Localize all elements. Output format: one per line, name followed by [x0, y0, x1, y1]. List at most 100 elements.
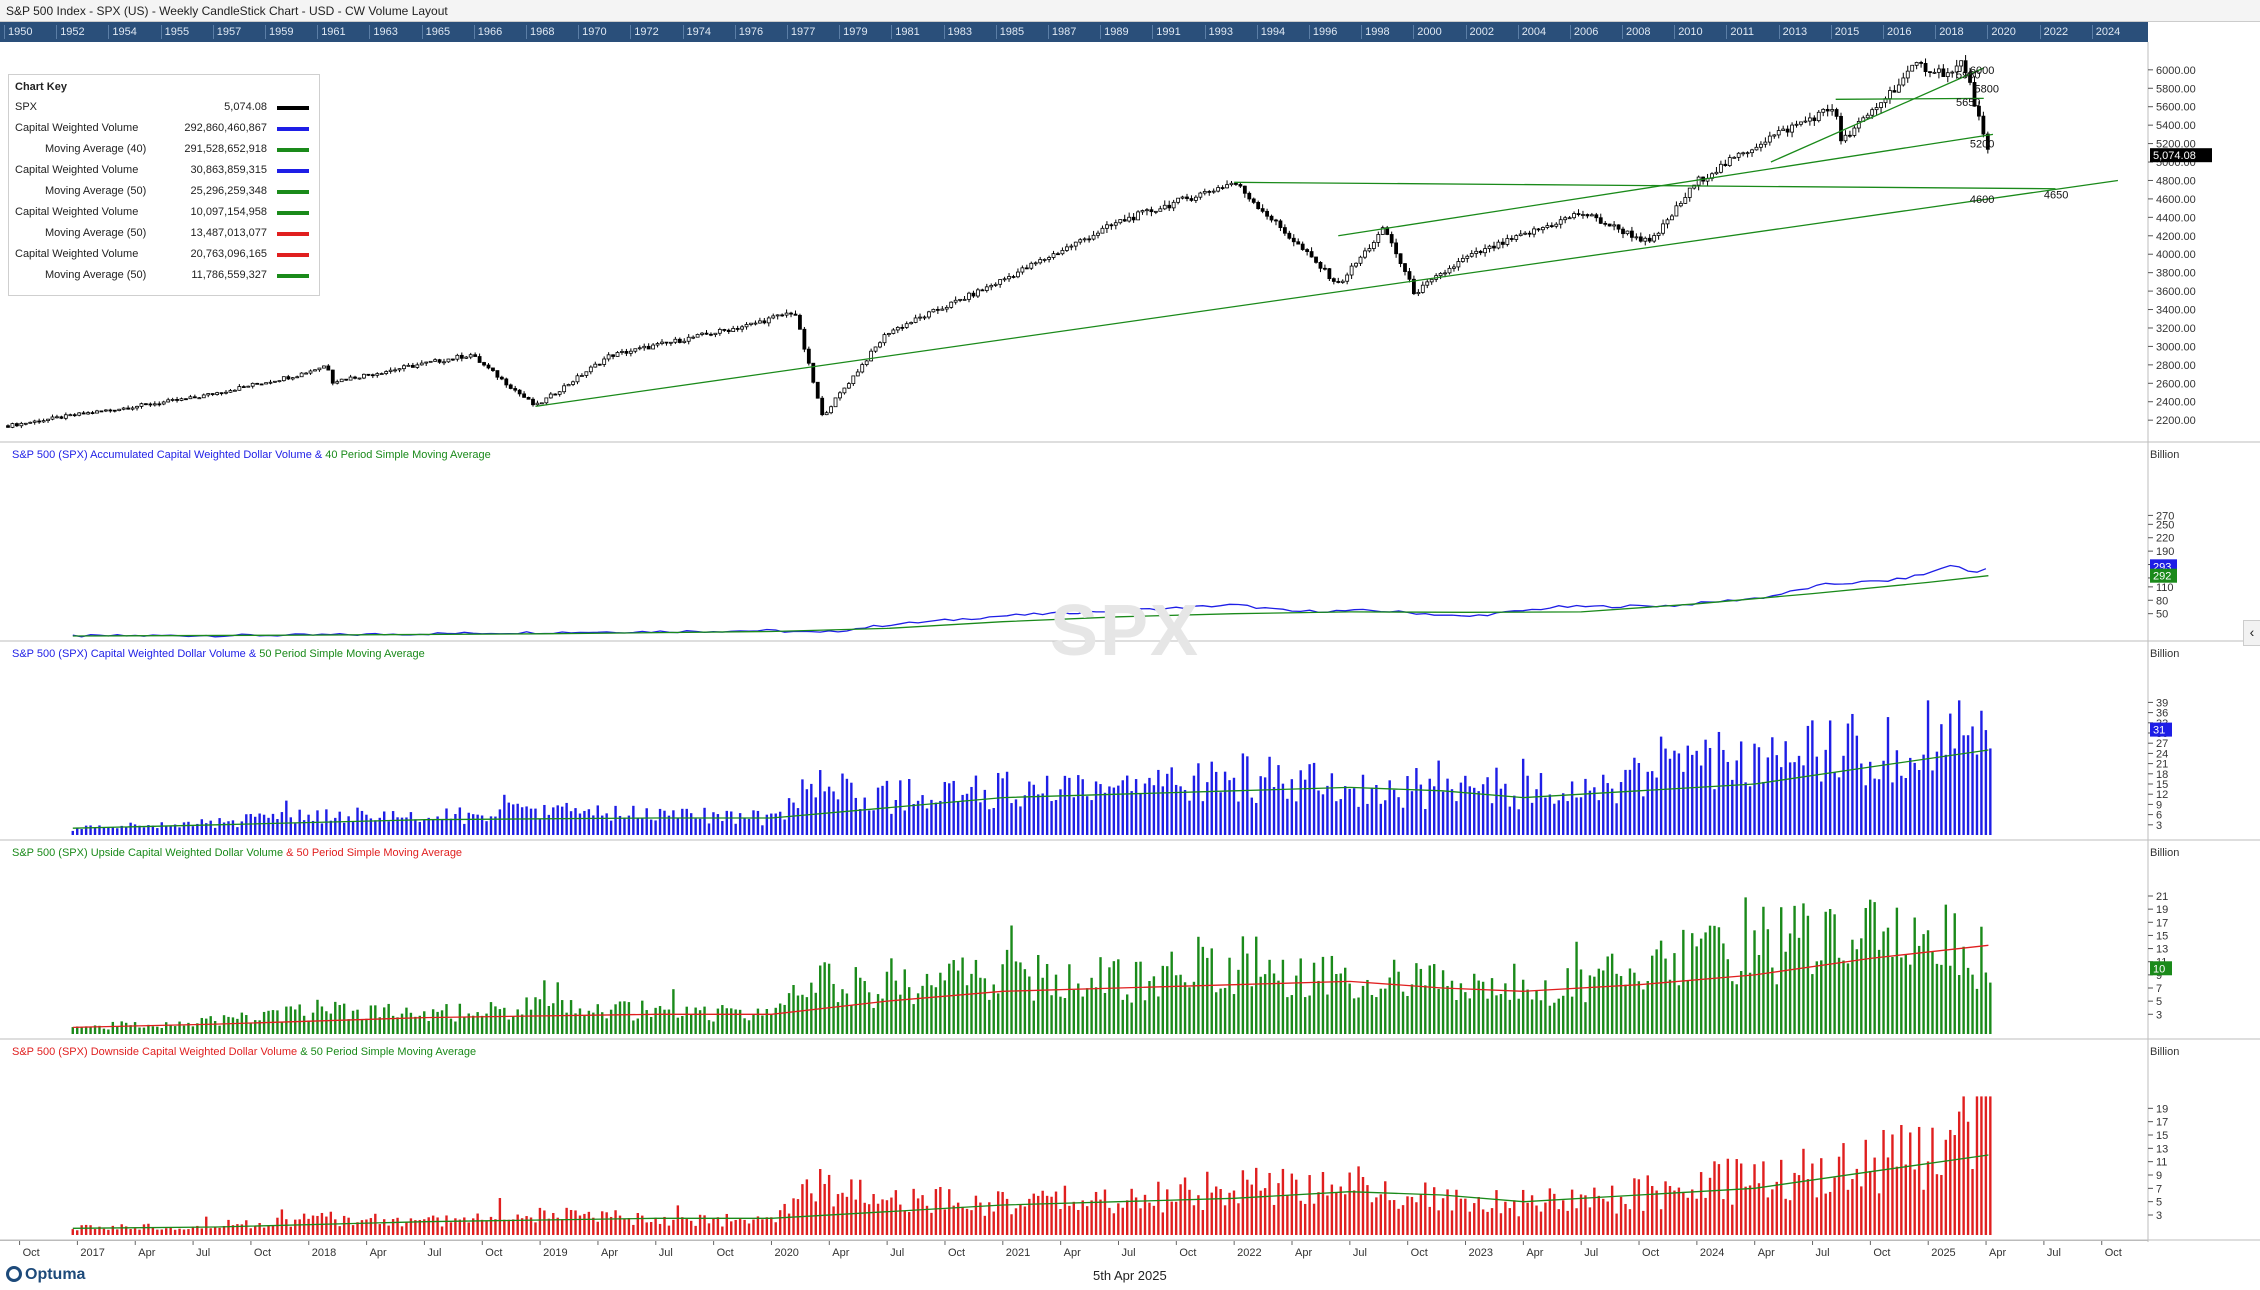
price-candle-body [1919, 62, 1923, 64]
cwv-bar [810, 783, 813, 835]
upside-bar [836, 1002, 840, 1034]
bottom-date-axis[interactable]: Oct 2017 Apr Jul Oct 2018 Apr Jul Oct 2019 Apr Jul O… [0, 1240, 2148, 1263]
collapse-panel-button[interactable]: ‹ [2243, 620, 2260, 646]
chart-key-row[interactable]: Moving Average (50) 25,296,259,348 [9, 181, 319, 202]
price-candle-body [473, 354, 478, 357]
chart-key-series-name: Capital Weighted Volume [15, 122, 139, 134]
price-candle-body [1692, 184, 1697, 189]
upside-bar [1748, 972, 1752, 1034]
chart-key-row[interactable]: Moving Average (50) 13,487,013,077 [9, 223, 319, 244]
cwv-bar [467, 812, 470, 835]
downside-bar [120, 1224, 123, 1235]
price-candle-body [166, 399, 171, 403]
cwv-bar [1473, 787, 1476, 835]
cwv-bar [601, 815, 604, 835]
chart-key-row[interactable]: Moving Average (50) 11,786,559,327 [9, 265, 319, 286]
y-tick-label: 4600.00 [2156, 194, 2196, 206]
chart-key[interactable]: Chart Key SPX 5,074.08 Capital Weighted Vo… [8, 74, 320, 296]
cwv-bar [1673, 750, 1676, 835]
price-candle-body [268, 381, 273, 384]
downside-bar [1490, 1208, 1494, 1235]
downside-bar [1539, 1211, 1543, 1235]
downside-bar [1468, 1211, 1471, 1235]
downside-bar [1989, 1096, 1992, 1235]
price-candle-body [967, 292, 971, 300]
downside-bar [1851, 1179, 1854, 1235]
cwv-bar [1085, 796, 1089, 835]
downside-bar [1806, 1179, 1810, 1235]
price-candle-body [63, 414, 68, 419]
cwv-bar [552, 807, 555, 835]
price-candle-body [1678, 202, 1683, 207]
downside-bar [111, 1225, 115, 1235]
downside-bar [1900, 1125, 1903, 1235]
cwv-bar [1397, 797, 1400, 835]
upside-bar [1143, 1000, 1147, 1034]
downside-bar [445, 1215, 448, 1235]
chart-key-row[interactable]: Capital Weighted Volume 292,860,460,867 [9, 118, 319, 139]
cwv-bar [1072, 797, 1076, 835]
cwv-bar [1246, 756, 1249, 835]
upside-bar [743, 1018, 746, 1034]
chart-panels[interactable]: 6000 5950 5800 5650 5200 4600 4650 2200.00 2400.… [0, 42, 2260, 1242]
downside-bar [1588, 1207, 1592, 1235]
price-candle-body [1345, 274, 1350, 282]
cwv-bar [1802, 765, 1805, 835]
downside-bar [1348, 1172, 1351, 1235]
upside-bar [302, 1015, 306, 1034]
cwv-bar [1370, 787, 1374, 835]
downside-bar [601, 1211, 604, 1235]
downside-bar [1891, 1134, 1894, 1235]
downside-bar [1521, 1189, 1525, 1235]
upside-bar [636, 1018, 640, 1034]
cwv-bar [1379, 803, 1383, 835]
price-candle-body [1127, 216, 1132, 222]
upside-bar [1900, 957, 1903, 1034]
y-tick-label: 9 [2156, 970, 2162, 982]
bottom-axis-label: Apr [138, 1247, 155, 1259]
downside-bar [645, 1222, 648, 1235]
cwv-bar [1513, 795, 1516, 835]
price-candle-body [913, 317, 918, 323]
downside-bar [863, 1202, 866, 1235]
downside-bar [756, 1216, 760, 1235]
chart-key-row[interactable]: Capital Weighted Volume 30,863,859,315 [9, 160, 319, 181]
price-candle-body [121, 407, 126, 410]
cwv-bar [124, 826, 128, 835]
price-candle-body [1803, 120, 1808, 123]
cwv-bar [845, 778, 849, 835]
decade-navigator[interactable]: 1950 1952 1954 1955 1957 1959 1961 1963 1965 1966… [0, 22, 2148, 42]
price-candle-body [344, 378, 349, 381]
downside-bar [703, 1215, 706, 1235]
cwv-bar [1117, 785, 1120, 835]
price-candle-body [1661, 223, 1665, 234]
cwv-bar [1214, 771, 1218, 835]
upside-bar [253, 1020, 257, 1034]
upside-bar [1299, 958, 1302, 1034]
chart-key-row[interactable]: SPX 5,074.08 [9, 97, 319, 118]
upside-bar [970, 973, 973, 1034]
chart-key-row[interactable]: Capital Weighted Volume 10,097,154,958 [9, 202, 319, 223]
upside-bar [685, 1006, 688, 1034]
upside-bar [1375, 997, 1378, 1034]
y-tick-label: 9 [2156, 799, 2162, 811]
price-annotation: 6000 [1970, 65, 1994, 77]
downside-bar [1940, 1174, 1943, 1235]
price-candle-body [1959, 60, 1964, 67]
upside-bar [1544, 980, 1547, 1034]
chart-key-row[interactable]: Moving Average (40) 291,528,652,918 [9, 139, 319, 160]
upside-bar [1588, 975, 1592, 1034]
cwv-title-ma: 50 Period Simple Moving Average [259, 648, 425, 660]
chart-key-series-value: 10,097,154,958 [190, 206, 267, 218]
price-candle-body [780, 314, 785, 317]
price-candle-body [499, 376, 504, 380]
chart-key-row[interactable]: Capital Weighted Volume 20,763,096,165 [9, 244, 319, 265]
price-candle-body [1496, 241, 1501, 249]
downside-bar [271, 1225, 275, 1235]
upside-bar [1797, 937, 1801, 1034]
downside-bar [1277, 1183, 1280, 1235]
downside-bar [814, 1201, 817, 1235]
price-candle-body [1158, 208, 1163, 212]
upside-bar [156, 1026, 159, 1034]
